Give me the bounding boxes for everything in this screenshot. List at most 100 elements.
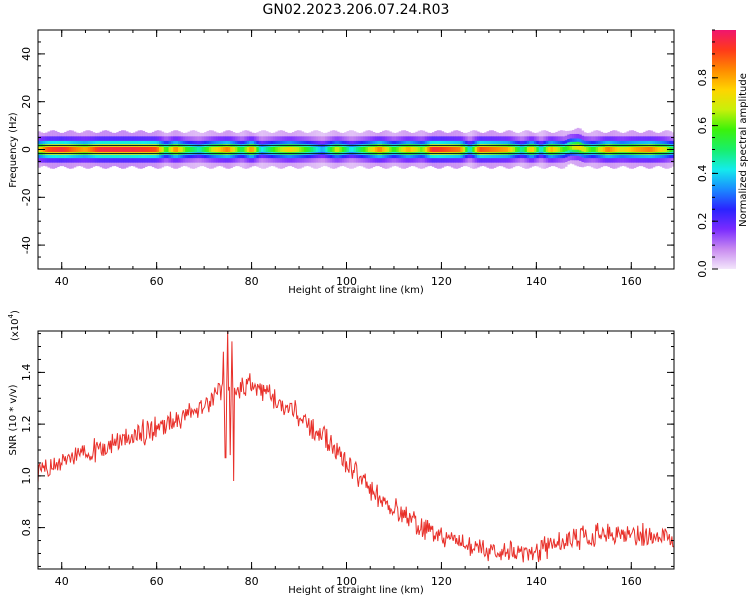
scale-multiplier-close: ) (10, 310, 21, 314)
spectrogram-cell (192, 146, 195, 153)
spectrogram-cell (249, 146, 252, 153)
top-y-tick-label: 40 (20, 47, 33, 61)
spectrogram-cell (325, 146, 328, 153)
spectrogram-cell (75, 146, 79, 153)
spectrogram-cell (156, 146, 160, 153)
spectrogram-cell (263, 146, 267, 153)
spectrogram-cell (223, 146, 226, 153)
spectrogram-cell (175, 146, 179, 153)
spectrogram-cell (636, 146, 639, 153)
bottom-x-tick-label: 120 (431, 575, 452, 588)
spectrogram-cell (664, 146, 668, 153)
spectrogram-cell (382, 146, 385, 153)
spectrogram-cell (379, 146, 383, 153)
spectrogram-cell (159, 146, 162, 153)
spectrogram-cell (562, 146, 566, 153)
spectrogram-cell (215, 146, 219, 153)
spectrogram-cell (52, 146, 55, 153)
spectrogram-cell (197, 146, 200, 153)
spectrogram-cell (201, 146, 205, 153)
spectrogram-cell (123, 146, 127, 153)
top-x-tick-label: 160 (621, 275, 642, 288)
spectrogram-cell (443, 146, 447, 153)
spectrogram-cell (617, 146, 620, 153)
spectrogram-cell (401, 146, 404, 153)
spectrogram-cell (467, 146, 471, 153)
spectrogram-cell (256, 146, 260, 153)
spectrogram-cell (533, 146, 537, 153)
spectrogram-cell (548, 146, 551, 153)
spectrogram-cell (500, 146, 504, 153)
bottom-y-tick-label: 0.8 (20, 519, 33, 537)
spectrogram-cell (493, 146, 497, 153)
spectrogram-cell (510, 146, 513, 153)
spectrogram-cell (154, 146, 157, 153)
spectrogram-cell (600, 146, 604, 153)
bottom-x-tick-label: 60 (150, 575, 164, 588)
spectrogram-cell (284, 146, 288, 153)
spectrogram-cell (515, 146, 518, 153)
spectrogram-cell (322, 146, 326, 153)
top-x-ticks: 40 60 80 100 120 140 160 (37, 30, 656, 288)
spectrogram-cell (178, 146, 181, 153)
bottom-x-axis-label: Height of straight line (km) (288, 585, 424, 596)
spectrogram-cell (460, 146, 464, 153)
top-x-tick-label: 140 (526, 275, 547, 288)
spectrogram-cell (496, 146, 499, 153)
spectrogram-cell (569, 144, 573, 150)
bottom-x-tick-label: 140 (526, 575, 547, 588)
spectrogram-cell (218, 146, 222, 153)
spectrogram-cell (659, 146, 663, 153)
spectrogram-cell (455, 146, 459, 153)
scale-multiplier: (x104) (7, 310, 21, 341)
spectrogram-cell (619, 146, 623, 153)
spectrogram-cell (441, 146, 445, 153)
spectrogram-cell (211, 146, 214, 153)
spectrogram-cell (92, 146, 96, 153)
spectrogram-cell (583, 146, 587, 153)
spectrogram-cell (448, 146, 452, 153)
spectrogram-cell (571, 144, 575, 150)
spectrogram-cell (242, 146, 245, 153)
spectrogram-cell (56, 146, 60, 153)
spectrogram-cell (289, 146, 293, 153)
spectrogram-cell (536, 146, 540, 153)
spectrogram-cell (574, 144, 578, 150)
spectrogram-cell (517, 146, 521, 153)
snr-frame (37, 330, 675, 570)
spectrogram-cell (436, 146, 440, 153)
spectrogram-cell (83, 146, 86, 153)
spectrogram-cell (374, 146, 378, 153)
spectrogram-cell (296, 146, 300, 153)
spectrogram-cell (650, 146, 653, 153)
spectrogram-cell (628, 146, 632, 153)
spectrogram-cell (472, 146, 475, 153)
spectrogram-cell (526, 146, 530, 153)
spectrogram-cell (277, 146, 281, 153)
spectrogram-cell (614, 146, 618, 153)
spectrogram-cell (189, 146, 193, 153)
spectrogram-cell (602, 146, 606, 153)
spectrogram-cell (545, 146, 549, 153)
spectrogram-cell (633, 146, 637, 153)
spectrogram-cell (78, 146, 82, 153)
colorbar-tick-label: 0.8 (696, 69, 709, 87)
spectrogram-cell (261, 146, 264, 153)
spectrogram-cell (643, 146, 646, 153)
spectrogram-cell (246, 146, 250, 153)
spectrogram-cell (429, 146, 433, 153)
spectrogram-cell (560, 146, 563, 153)
spectrogram-cell (282, 146, 286, 153)
spectrogram-cell (111, 146, 115, 153)
spectrogram-cell (621, 146, 625, 153)
top-y-axis-label: Frequency (Hz) (8, 112, 19, 188)
spectrogram-cell (306, 146, 309, 153)
spectrogram-cell (427, 146, 430, 153)
spectrogram-cell (341, 146, 345, 153)
spectrogram-cell (595, 146, 599, 153)
spectrogram-cell (315, 146, 319, 153)
spectrogram-cell (97, 146, 101, 153)
spectrogram-cell (389, 146, 392, 153)
spectrogram-cell (332, 146, 335, 153)
top-y-tick-label: 20 (20, 95, 33, 109)
